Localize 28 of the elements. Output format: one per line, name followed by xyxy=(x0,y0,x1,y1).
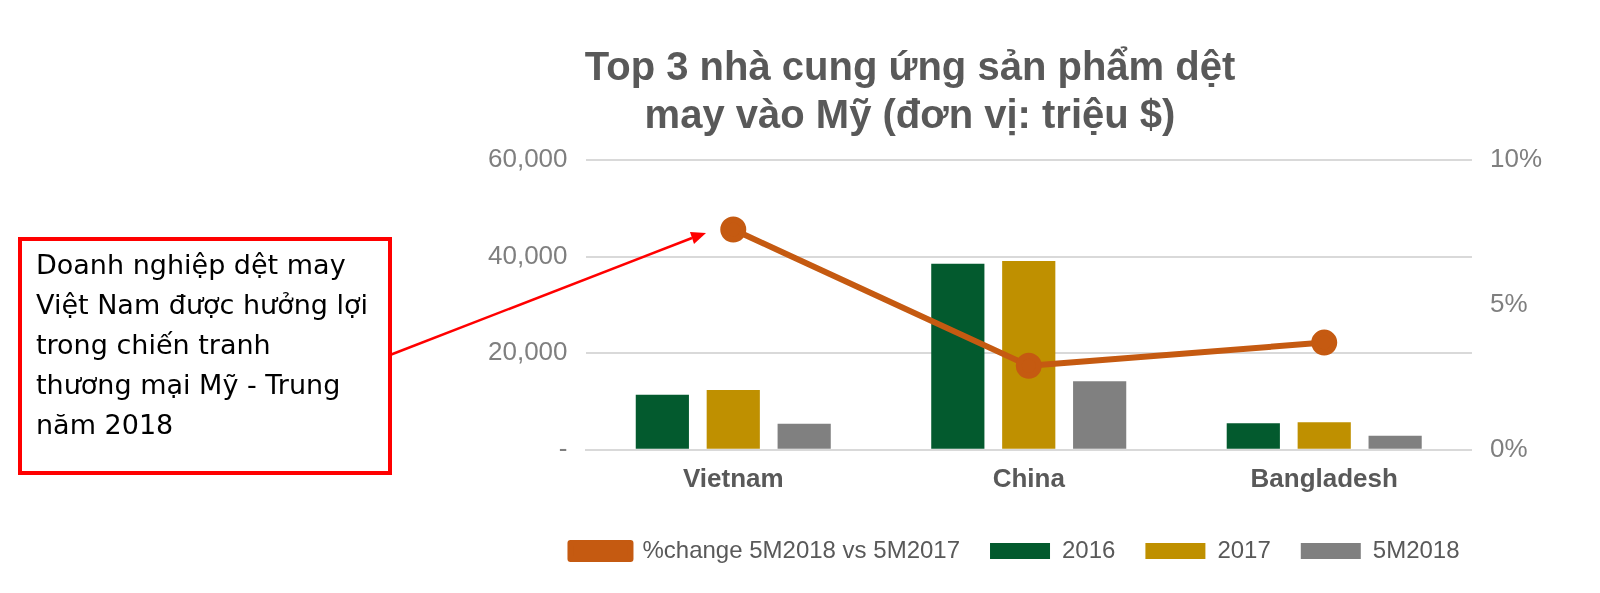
legend-label: 5M2018 xyxy=(1372,535,1460,563)
bar xyxy=(1073,381,1127,449)
y2-tick-label: 10% xyxy=(1489,143,1543,174)
bar xyxy=(1002,260,1056,449)
bar xyxy=(635,394,689,449)
y-tick-label: - xyxy=(558,432,568,463)
legend-label: 2017 xyxy=(1217,535,1271,563)
y2-tick-label: 5% xyxy=(1489,288,1528,319)
y-tick-label: 60,000 xyxy=(487,143,568,174)
bar xyxy=(1297,422,1351,449)
chart-title: Top 3 nhà cung ứng sản phẩm dệt may vào Mỹ (đơn vị: triệu $) xyxy=(583,43,1237,138)
bar xyxy=(1368,435,1422,449)
y-tick-label: 20,000 xyxy=(487,336,568,367)
y-tick-label: 40,000 xyxy=(487,239,568,270)
x-tick-label: Bangladesh xyxy=(1250,462,1398,493)
point xyxy=(720,216,747,243)
bar xyxy=(931,263,985,449)
x-tick-label: Vietnam xyxy=(682,462,784,493)
legend-label: 2016 xyxy=(1062,535,1116,563)
point xyxy=(1015,352,1042,379)
legend-label: %change 5M2018 vs 5M2017 xyxy=(642,535,961,563)
bar xyxy=(1226,423,1280,449)
x-tick-label: China xyxy=(992,462,1066,493)
bar xyxy=(706,389,760,449)
point xyxy=(1311,329,1338,356)
text: Doanh nghiệp dệt may Việt Nam được hưởng lợi trong chiến tranh thương mại Mỹ - Trung năm 2018 xyxy=(18,237,392,475)
y2-tick-label: 0% xyxy=(1489,432,1528,463)
bar xyxy=(777,423,831,449)
